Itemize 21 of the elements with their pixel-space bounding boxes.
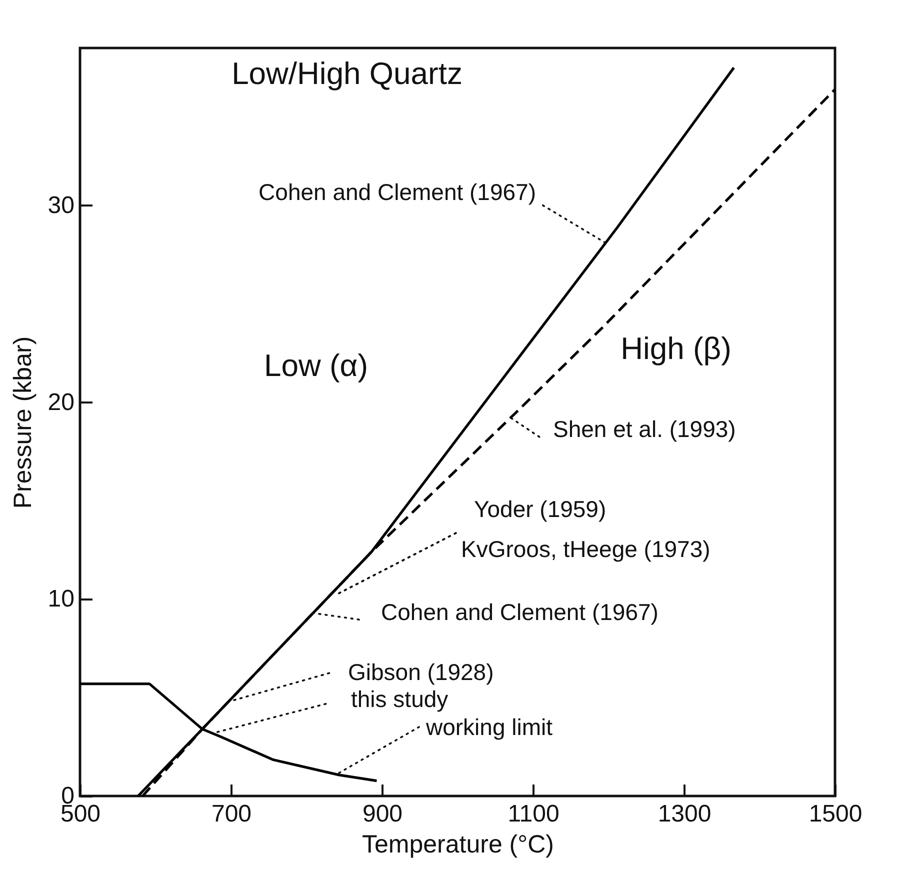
annotation: Shen et al. (1993): [553, 416, 736, 442]
y-tick-label: 20: [48, 388, 74, 416]
annotation: working limit: [425, 714, 554, 740]
y-axis-title: Pressure (kbar): [8, 336, 37, 509]
x-axis-title: Temperature (°C): [362, 830, 554, 858]
y-tick-label: 30: [48, 192, 74, 219]
annotation: Gibson (1928): [348, 659, 494, 685]
x-tick-label: 900: [362, 800, 403, 828]
y-tick-label: 10: [48, 586, 74, 613]
annotation: Low (α): [264, 348, 368, 383]
annotation: Cohen and Clement (1967): [381, 599, 658, 625]
x-tick-label: 1500: [808, 800, 862, 828]
annotation: Yoder (1959): [474, 496, 606, 522]
annotation: this study: [351, 686, 449, 712]
x-tick-label: 700: [211, 800, 252, 828]
annotation: High (β): [620, 331, 732, 366]
annotation: Low/High Quartz: [232, 56, 462, 91]
x-tick-label: 1100: [508, 800, 560, 828]
annotation: Cohen and Clement (1967): [258, 179, 536, 205]
annotation: KvGroos, tHeege (1973): [461, 536, 710, 562]
x-tick-label: 1300: [658, 800, 712, 828]
